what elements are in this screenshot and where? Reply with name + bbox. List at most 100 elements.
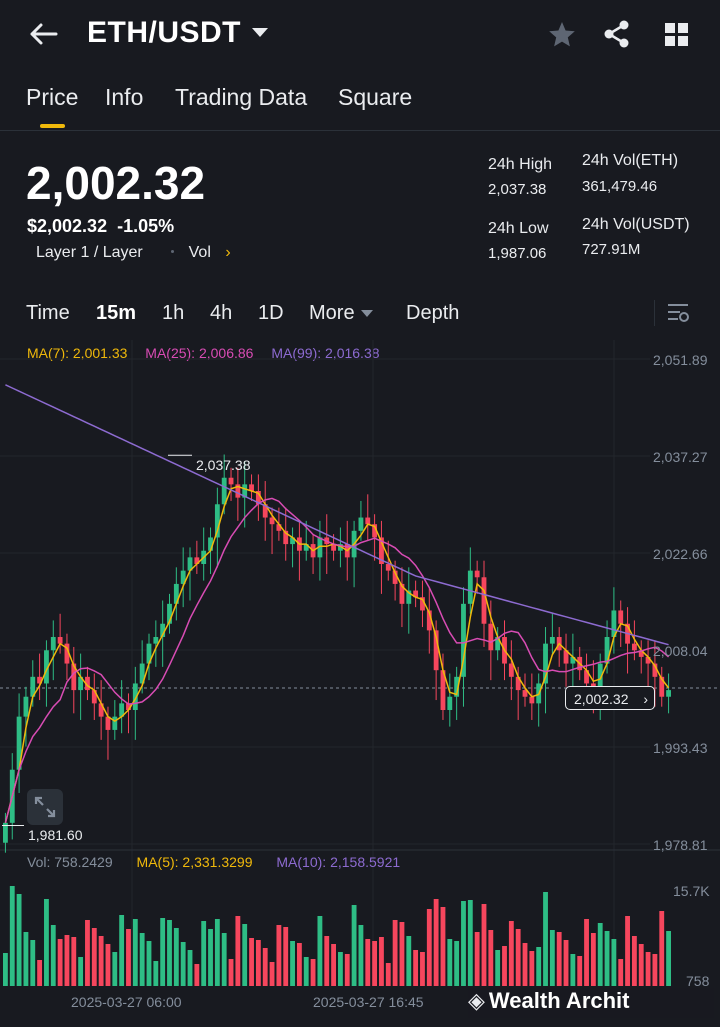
volume-bar [146,941,152,986]
usd-price-change: $2,002.32 -1.05% [27,216,174,237]
interval-more[interactable]: More [309,302,355,324]
more-caret-icon[interactable] [360,309,374,319]
interval-1d[interactable]: 1D [258,302,284,324]
separator-dot [171,250,175,253]
candle-body [570,656,576,664]
candle-body [338,544,343,551]
vma5-label: MA(5): 2,331.3299 [136,854,253,870]
ma99-line [5,384,669,646]
volume-bar [556,932,562,986]
candle-body [638,650,644,657]
volume-bar [303,957,309,986]
volume-bar [618,959,624,986]
volume-bar [454,941,460,986]
tab-square[interactable]: Square [338,84,413,110]
candle-body [194,557,200,565]
candle-body [30,676,36,697]
candle-body [365,517,371,525]
volume-bar [310,959,316,986]
candle-body [652,663,658,677]
active-tab-indicator [40,124,65,128]
volume-bar [474,932,480,986]
depth-tab[interactable]: Depth [406,302,460,324]
candle-body [563,650,569,664]
tab-price[interactable]: Price [26,84,79,110]
volume-bar [365,939,371,986]
volume-bar [426,909,432,986]
vol-link[interactable]: Vol [188,244,211,261]
watermark-text: Wealth Archit [488,988,630,1013]
tab-info[interactable]: Info [105,84,144,110]
candle-body [406,590,412,604]
ma99-label: MA(99): 2,016.38 [271,345,380,361]
volume-bar [590,933,596,986]
vol-max-label: 15.7K [673,883,710,899]
candle-body [433,630,439,671]
volume-bar [461,901,466,986]
vol-min-label: 758 [686,973,710,989]
category-tag[interactable]: Layer 1 / Layer [36,244,143,261]
interval-4h[interactable]: 4h [210,302,233,324]
back-arrow-icon[interactable] [28,22,58,46]
volume-bar [57,939,63,986]
volume-bar [50,925,56,986]
volume-bar [522,943,528,986]
volume-bar [666,931,671,986]
candle-body [235,484,241,498]
expand-icon [34,796,56,818]
volume-bar [221,933,227,986]
pair-title[interactable]: ETH/USDT [87,16,241,49]
candle-body [221,477,227,505]
tab-trading-data[interactable]: Trading Data [175,84,308,110]
volume-bar [502,946,507,986]
volume-bar [98,936,104,986]
candle-body [317,537,323,558]
volume-bar [242,924,248,986]
volume-bar [91,928,97,986]
volume-bar [577,956,583,986]
vol-eth-label: 24h Vol(ETH) [582,152,679,169]
candle-body [119,703,125,717]
candle-body [139,663,145,684]
volume-bar [23,932,29,986]
candle-body [549,637,555,644]
volume-bar [536,947,542,986]
chart-settings-icon[interactable] [667,302,691,324]
share-icon[interactable] [603,20,631,48]
candle-body [447,696,453,711]
volume-bar [317,916,323,986]
candle-body [461,603,466,677]
candle-body [50,637,56,651]
interval-time[interactable]: Time [26,302,70,324]
candle-body [331,544,336,551]
star-icon[interactable] [548,21,576,48]
candle-body [645,656,651,664]
chevron-right-icon[interactable]: › [225,244,231,261]
grid-icon[interactable] [664,22,690,48]
candlestick-chart[interactable] [0,340,720,1027]
volume-legend: Vol: 758.2429 MA(5): 2,331.3299 MA(10): … [27,854,400,870]
candle-body [126,703,131,711]
interval-15m[interactable]: 15m [96,302,137,324]
interval-1h[interactable]: 1h [162,302,185,324]
candle-body [474,570,480,578]
volume-bar [399,922,405,986]
volume-bar [160,918,166,986]
volume-bar [344,954,350,986]
volume-bar [495,950,501,986]
candle-body [618,610,624,624]
chevron-down-icon[interactable] [250,26,270,40]
candle-body [78,676,84,691]
candle-body [631,643,637,651]
volume-bar [604,931,610,986]
volume-bar [187,950,193,986]
current-price-tag[interactable]: 2,002.32 › [565,686,655,710]
vol-eth-value: 361,479.46 [582,178,658,195]
diamond-logo-icon: ◈ [468,988,485,1013]
fullscreen-button[interactable] [27,789,63,825]
candle-body [495,637,501,651]
candle-body [37,676,43,684]
vol-label: Vol: 758.2429 [27,854,113,870]
interval-bar: Time 15m 1h 4h 1D More Depth [0,300,720,330]
volume-bar [126,929,131,986]
